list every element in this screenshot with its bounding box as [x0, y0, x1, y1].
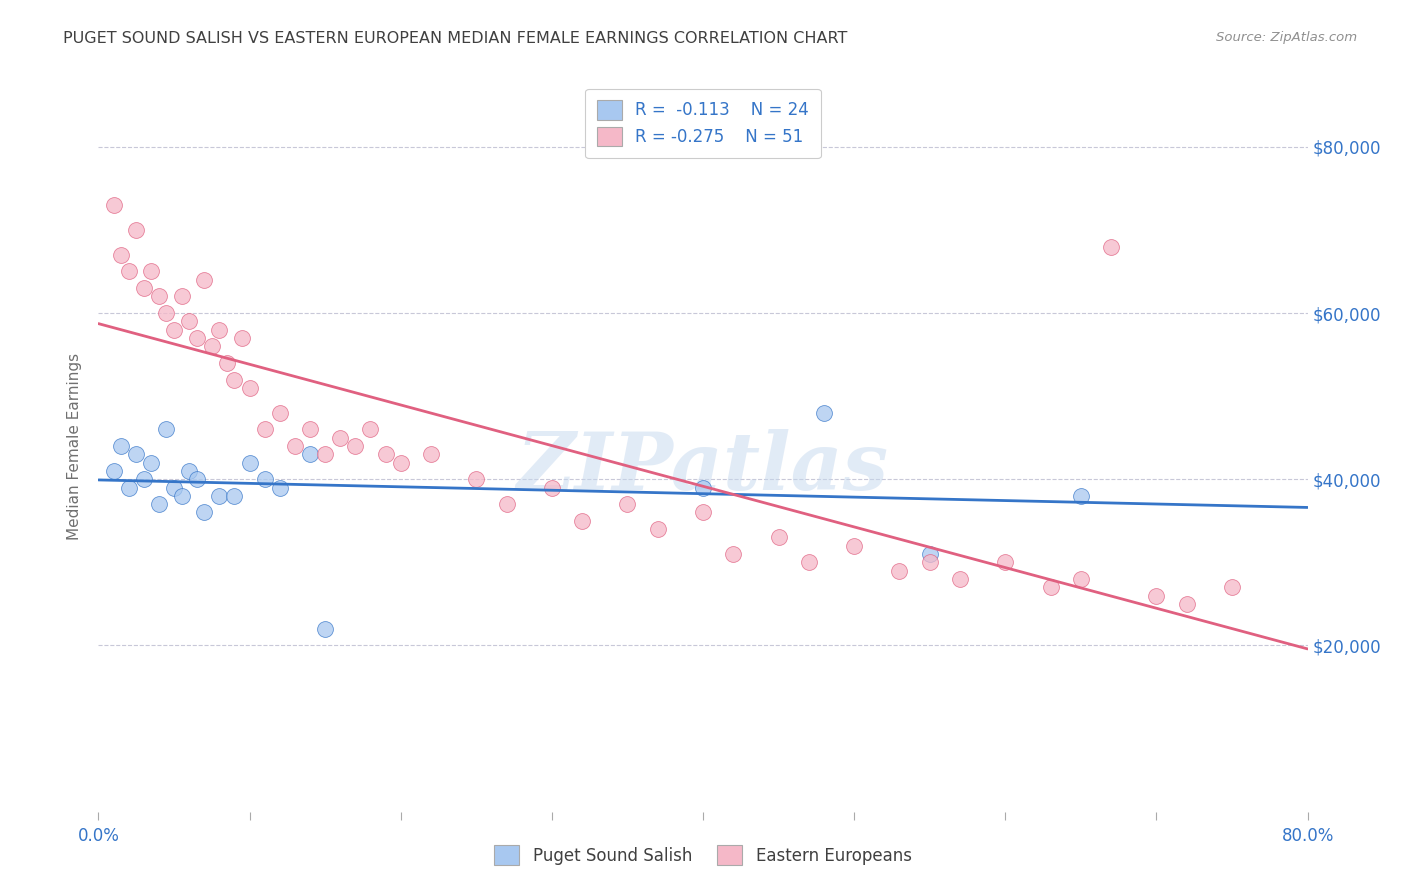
Point: [239, 456, 262, 470]
Point: [1039, 580, 1062, 594]
Point: [193, 506, 215, 520]
Point: [389, 456, 412, 470]
Point: [125, 223, 148, 237]
Point: [141, 456, 163, 470]
Legend: R =  -0.113    N = 24, R = -0.275    N = 51: R = -0.113 N = 24, R = -0.275 N = 51: [585, 88, 821, 158]
Point: [994, 555, 1017, 569]
Point: [314, 622, 336, 636]
Point: [186, 472, 208, 486]
Point: [813, 406, 835, 420]
Point: [224, 489, 246, 503]
Point: [797, 555, 820, 569]
Point: [253, 472, 276, 486]
Legend: Puget Sound Salish, Eastern Europeans: Puget Sound Salish, Eastern Europeans: [485, 836, 921, 875]
Point: [1070, 489, 1092, 503]
Point: [1070, 572, 1092, 586]
Point: [299, 422, 322, 436]
Point: [1220, 580, 1243, 594]
Point: [239, 381, 262, 395]
Point: [1146, 589, 1168, 603]
Point: [224, 372, 246, 386]
Point: [768, 530, 790, 544]
Point: [692, 506, 714, 520]
Point: [141, 264, 163, 278]
Point: [314, 447, 336, 461]
Y-axis label: Median Female Earnings: Median Female Earnings: [67, 352, 83, 540]
Point: [118, 264, 141, 278]
Point: [148, 497, 170, 511]
Point: [692, 481, 714, 495]
Point: [949, 572, 972, 586]
Point: [571, 514, 593, 528]
Point: [269, 406, 291, 420]
Point: [284, 439, 307, 453]
Point: [918, 547, 941, 561]
Point: [616, 497, 638, 511]
Point: [540, 481, 562, 495]
Point: [132, 472, 155, 486]
Point: [103, 198, 125, 212]
Point: [269, 481, 291, 495]
Point: [170, 289, 193, 303]
Point: [201, 339, 224, 353]
Text: ZIPatlas: ZIPatlas: [517, 429, 889, 507]
Point: [465, 472, 488, 486]
Point: [193, 273, 215, 287]
Point: [125, 447, 148, 461]
Point: [186, 331, 208, 345]
Point: [163, 481, 186, 495]
Point: [208, 323, 231, 337]
Point: [1099, 239, 1122, 253]
Point: [344, 439, 367, 453]
Point: [215, 356, 238, 370]
Point: [420, 447, 443, 461]
Point: [647, 522, 669, 536]
Point: [299, 447, 322, 461]
Point: [889, 564, 911, 578]
Point: [231, 331, 253, 345]
Point: [253, 422, 276, 436]
Point: [360, 422, 382, 436]
Point: [110, 439, 132, 453]
Point: [148, 289, 170, 303]
Point: [179, 314, 201, 328]
Text: Source: ZipAtlas.com: Source: ZipAtlas.com: [1216, 31, 1357, 45]
Point: [179, 464, 201, 478]
Point: [208, 489, 231, 503]
Point: [155, 422, 177, 436]
Point: [118, 481, 141, 495]
Point: [132, 281, 155, 295]
Text: PUGET SOUND SALISH VS EASTERN EUROPEAN MEDIAN FEMALE EARNINGS CORRELATION CHART: PUGET SOUND SALISH VS EASTERN EUROPEAN M…: [63, 31, 848, 46]
Point: [1175, 597, 1198, 611]
Point: [329, 431, 352, 445]
Point: [103, 464, 125, 478]
Point: [844, 539, 866, 553]
Point: [374, 447, 396, 461]
Point: [723, 547, 745, 561]
Point: [495, 497, 517, 511]
Point: [170, 489, 193, 503]
Point: [110, 248, 132, 262]
Point: [918, 555, 941, 569]
Point: [163, 323, 186, 337]
Point: [155, 306, 177, 320]
